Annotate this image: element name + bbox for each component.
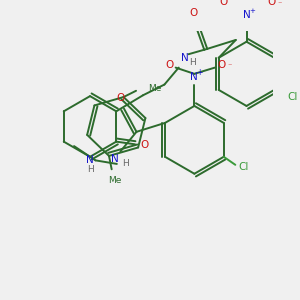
Text: O: O (219, 0, 227, 8)
Text: O: O (165, 60, 173, 70)
Text: O: O (141, 140, 149, 150)
Text: O: O (190, 8, 198, 18)
Text: Cl: Cl (238, 163, 248, 172)
Text: ⁻: ⁻ (277, 0, 282, 8)
Text: H: H (87, 165, 93, 174)
Text: N: N (243, 10, 250, 20)
Text: H: H (122, 158, 129, 167)
Text: ⁻: ⁻ (227, 61, 231, 70)
Text: Cl: Cl (288, 92, 298, 102)
Text: +: + (249, 8, 255, 14)
Text: N: N (111, 154, 119, 164)
Text: O: O (217, 60, 225, 70)
Text: N: N (86, 155, 94, 165)
Text: Me: Me (109, 176, 122, 185)
Text: O: O (116, 93, 124, 103)
Text: H: H (190, 58, 196, 67)
Text: O: O (267, 0, 276, 8)
Text: N: N (181, 53, 189, 63)
Text: Me: Me (148, 84, 162, 93)
Text: +: + (196, 68, 203, 77)
Text: N: N (190, 72, 198, 82)
